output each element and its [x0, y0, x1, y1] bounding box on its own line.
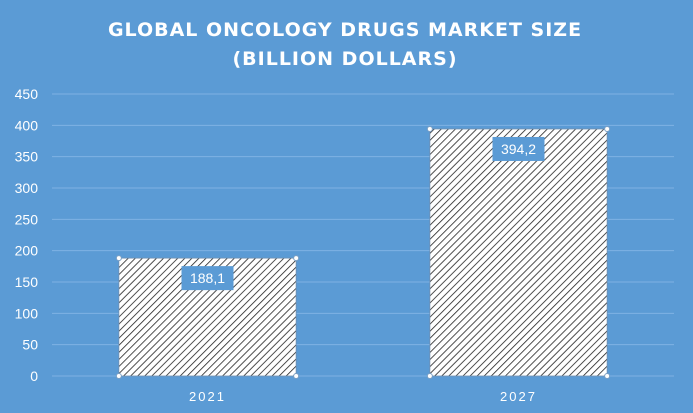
y-tick-label: 100: [15, 305, 39, 321]
x-tick-label: 2027: [500, 389, 537, 404]
bars: 188,1 394,2: [115, 125, 611, 379]
data-label-2027: 394,2: [501, 141, 536, 157]
y-tick-label: 400: [15, 117, 39, 133]
data-label-2021: 188,1: [190, 270, 225, 286]
bar-selection-handle[interactable]: [426, 373, 433, 379]
bar-selection-handle[interactable]: [604, 373, 611, 379]
y-tick-label: 150: [15, 274, 39, 290]
data-label-box: [492, 136, 545, 161]
y-tick-label: 200: [15, 243, 39, 259]
x-tick-label: 2021: [189, 389, 226, 404]
bar-2027[interactable]: [429, 128, 608, 377]
y-tick-label: 300: [15, 180, 39, 196]
bar-selection-handle[interactable]: [115, 373, 122, 379]
bar-selection-handle[interactable]: [115, 255, 122, 262]
y-tick-label: 0: [30, 368, 38, 384]
y-tick-label: 50: [22, 337, 38, 353]
chart-title-line-1: GLOBAL ONCOLOGY DRUGS MARKET SIZE: [108, 19, 582, 41]
bar-selection-handle[interactable]: [293, 255, 300, 262]
bar-selection-handle[interactable]: [293, 373, 300, 379]
bar-selection-handle[interactable]: [604, 125, 611, 132]
y-tick-label: 350: [15, 149, 39, 165]
bar-selection-handle[interactable]: [426, 125, 433, 132]
data-label-box: [181, 266, 234, 291]
y-tick-label: 450: [15, 86, 39, 102]
chart-title-line-2: (BILLION DOLLARS): [232, 48, 457, 70]
x-axis-ticks: 2021 2027: [189, 389, 537, 404]
y-tick-label: 250: [15, 211, 39, 227]
y-axis-ticks: 0 50 100 150 200 250 300 350 400 450: [15, 86, 39, 384]
